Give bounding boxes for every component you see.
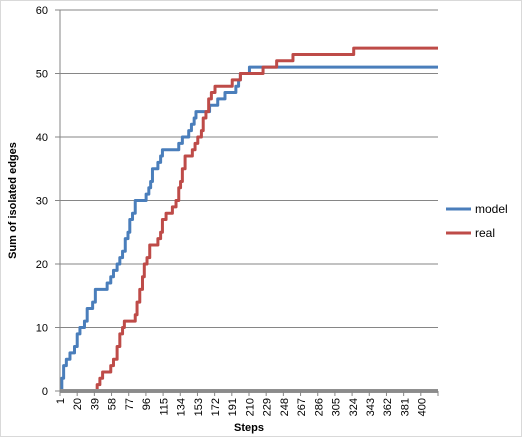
x-tick-label: 191 bbox=[227, 398, 239, 416]
y-tick-label: 50 bbox=[36, 69, 48, 81]
x-tick-label: 77 bbox=[124, 398, 136, 410]
legend-label-real: real bbox=[475, 226, 495, 240]
x-tick-label: 362 bbox=[382, 398, 394, 416]
gridlines bbox=[60, 9, 438, 328]
x-tick-label: 229 bbox=[262, 398, 274, 416]
y-tick-label: 60 bbox=[36, 5, 48, 17]
x-tick-label: 286 bbox=[313, 398, 325, 416]
x-tick-label: 153 bbox=[193, 398, 205, 416]
x-tick-label: 39 bbox=[89, 398, 101, 410]
x-tick-label: 1 bbox=[55, 398, 67, 404]
x-tick-label: 172 bbox=[210, 398, 222, 416]
x-tick-label: 267 bbox=[296, 398, 308, 416]
x-tick-label: 248 bbox=[279, 398, 291, 416]
x-tick-label: 20 bbox=[72, 398, 84, 410]
series-line-real bbox=[60, 46, 438, 393]
x-tick-label: 324 bbox=[348, 398, 360, 416]
y-tick-label: 30 bbox=[36, 196, 48, 208]
x-axis: 1 20 39 58 77 96 115 134 153 172 191 210 229 248 267 28… bbox=[55, 390, 439, 416]
x-tick-label: 381 bbox=[399, 398, 411, 416]
y-axis: 0 10 20 30 40 50 60 bbox=[36, 5, 61, 398]
y-tick-label: 10 bbox=[36, 323, 48, 335]
x-tick-label: 400 bbox=[417, 398, 429, 416]
plot-area bbox=[60, 46, 438, 393]
y-tick-label: 40 bbox=[36, 132, 48, 144]
x-tick-label: 343 bbox=[365, 398, 377, 416]
legend-label-model: model bbox=[475, 202, 508, 216]
x-tick-label: 134 bbox=[176, 398, 188, 416]
x-tick-label: 305 bbox=[331, 398, 343, 416]
x-tick-label: 96 bbox=[141, 398, 153, 410]
y-tick-label: 20 bbox=[36, 259, 48, 271]
x-tick-label: 58 bbox=[107, 398, 119, 410]
y-tick-label: 0 bbox=[42, 386, 48, 398]
legend: model real bbox=[446, 202, 508, 240]
x-tick-label: 210 bbox=[244, 398, 256, 416]
x-axis-title: Steps bbox=[234, 422, 264, 434]
series-line-model bbox=[60, 65, 438, 393]
x-tick-label: 115 bbox=[158, 398, 170, 416]
y-axis-title: Sum of isolated edges bbox=[7, 142, 19, 259]
